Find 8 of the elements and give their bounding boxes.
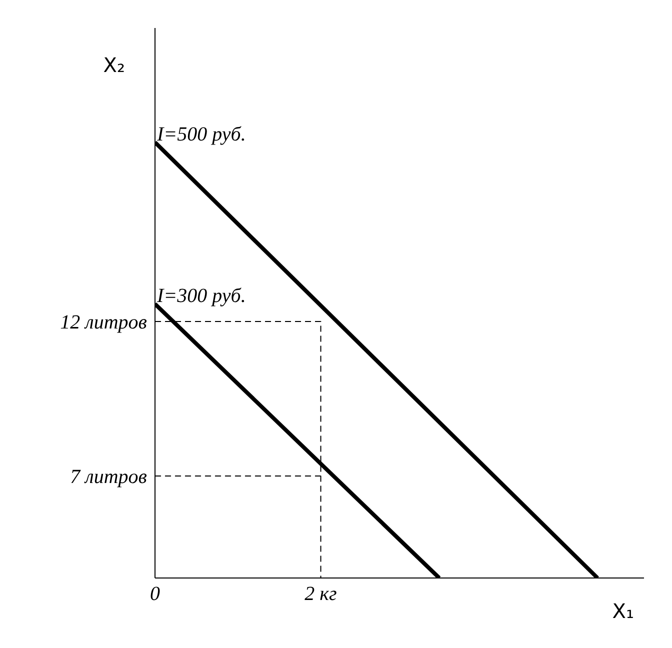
x-axis-title: X₁ [612,599,634,623]
x-tick-label: 2 кг [304,583,338,606]
y-axis-title: X₂ [103,53,125,78]
y-tick-label: 7 литров [70,466,148,488]
annotation: I=300 руб. [156,284,246,307]
annotation: I=500 руб. [156,123,246,146]
x-tick-label: 0 [150,583,160,606]
y-tick-label: 12 литров [60,312,148,334]
